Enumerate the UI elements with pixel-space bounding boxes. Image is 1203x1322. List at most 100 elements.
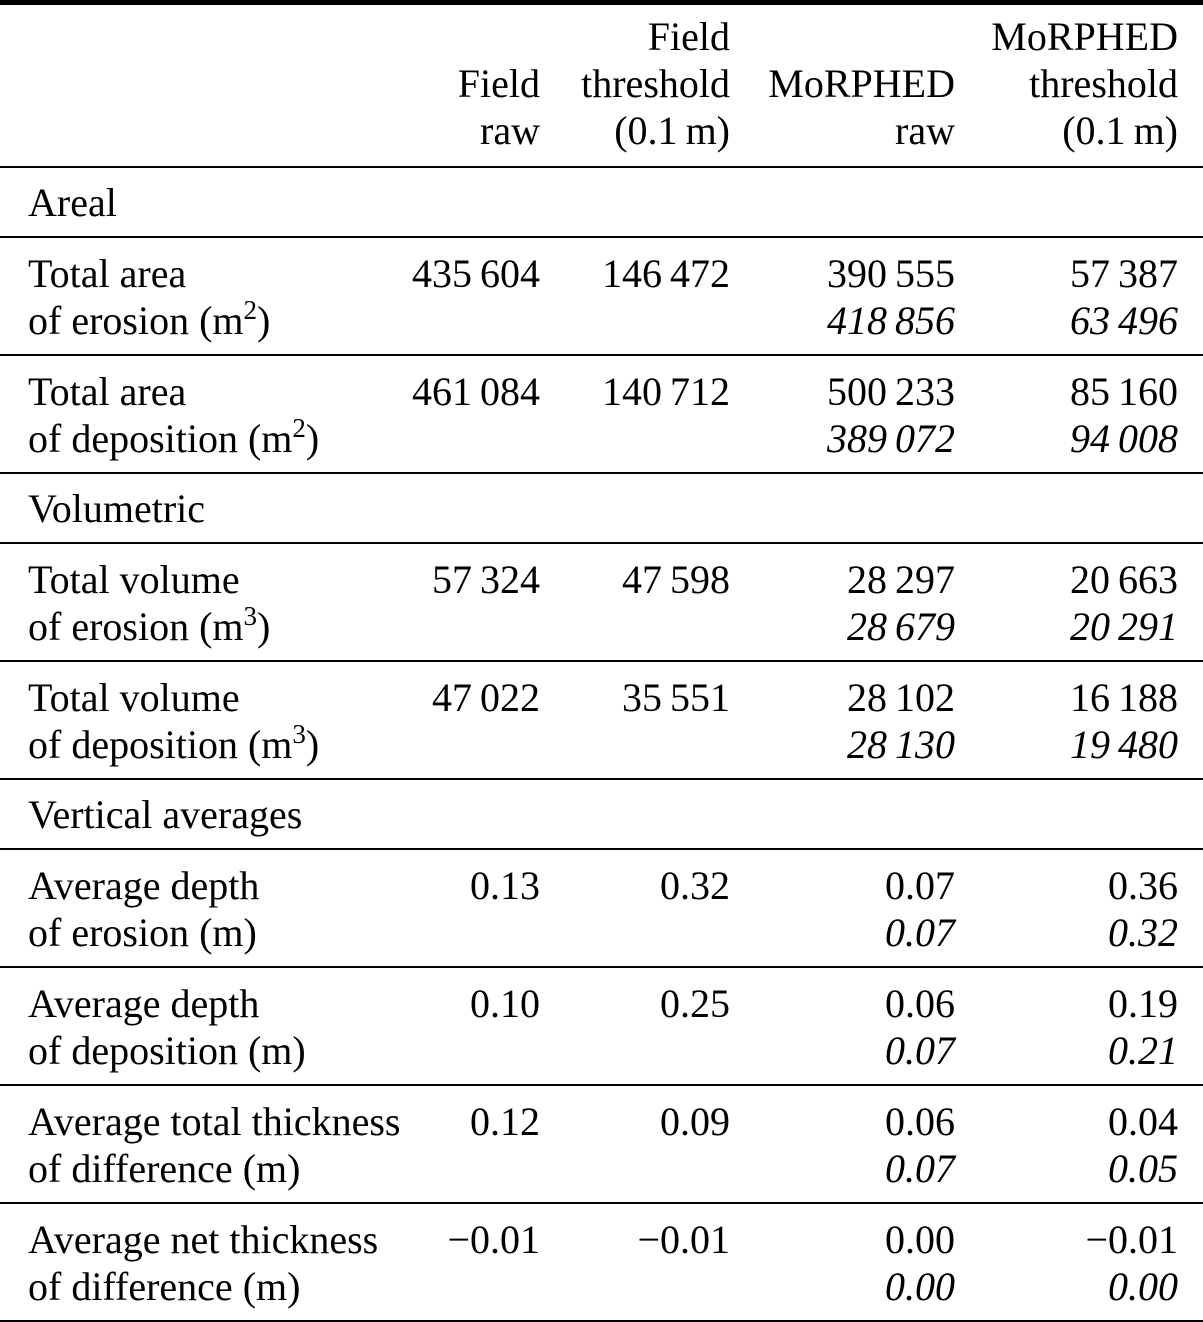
row-label-line2: of erosion (m)	[28, 910, 257, 955]
cell-morphed-threshold: 57 387 63 496	[955, 237, 1203, 356]
cell-morphed-raw: 500 233 389 072	[730, 355, 955, 474]
header-line: raw	[480, 108, 540, 153]
section-title: Areal	[0, 167, 1203, 238]
header-morphed-threshold: MoRPHED threshold (0.1 m)	[955, 2, 1203, 168]
row-label-line1: Total area	[28, 251, 187, 296]
row-average-depth-deposition: Average depth of deposition (m) 0.10 0.2…	[0, 967, 1203, 1086]
cell-alt-value: 418 856	[826, 298, 955, 343]
cell-morphed-raw: 28 297 28 679	[730, 543, 955, 662]
row-average-net-thickness: Average net thickness of difference (m) …	[0, 1203, 1203, 1322]
row-label: Average depth of erosion (m)	[0, 849, 400, 968]
header-line: threshold	[1029, 61, 1178, 106]
row-label-line2: of difference (m)	[28, 1264, 301, 1309]
cell-morphed-threshold: 85 160 94 008	[955, 355, 1203, 474]
header-line: raw	[895, 108, 955, 153]
cell-field-raw: 0.10	[400, 967, 540, 1086]
header-empty-cell	[0, 2, 400, 168]
row-label: Average depth of deposition (m)	[0, 967, 400, 1086]
cell-field-threshold: 0.32	[540, 849, 730, 968]
cell-morphed-threshold: −0.01 0.00	[955, 1203, 1203, 1322]
cell-morphed-threshold: 0.04 0.05	[955, 1085, 1203, 1204]
cell-morphed-threshold: 0.36 0.32	[955, 849, 1203, 968]
cell-alt-value: 0.32	[1108, 910, 1178, 955]
header-line: MoRPHED	[768, 61, 955, 106]
cell-alt-value: 0.21	[1108, 1028, 1178, 1073]
row-label-line2: of erosion (m3)	[28, 601, 271, 650]
cell-alt-value: 0.05	[1108, 1146, 1178, 1191]
cell-alt-value: 19 480	[1069, 722, 1178, 767]
row-label-line2: of deposition (m3)	[28, 719, 320, 768]
row-label-line1: Total area	[28, 369, 187, 414]
cell-alt-value: 0.07	[885, 1028, 955, 1073]
header-line: Field	[647, 14, 730, 59]
cell-alt-value: 20 291	[1069, 604, 1178, 649]
row-label-line1: Total volume	[28, 557, 240, 602]
header-line: (0.1 m)	[614, 108, 730, 153]
cell-alt-value: 28 679	[846, 604, 955, 649]
cell-alt-value: 94 008	[1069, 416, 1178, 461]
row-label-line2: of difference (m)	[28, 1146, 301, 1191]
row-label-line1: Average net thickness	[28, 1217, 379, 1262]
row-label-line1: Total volume	[28, 675, 240, 720]
cell-alt-value: 63 496	[1069, 298, 1178, 343]
cell-field-raw: 0.13	[400, 849, 540, 968]
header-field-threshold: Field threshold (0.1 m)	[540, 2, 730, 168]
row-label-line1: Average depth	[28, 863, 260, 908]
header-line: (0.1 m)	[1062, 108, 1178, 153]
cell-morphed-raw: 0.06 0.07	[730, 1085, 955, 1204]
row-total-volume-erosion: Total volume of erosion (m3) 57 324 47 5…	[0, 543, 1203, 662]
row-label: Total volume of deposition (m3)	[0, 661, 400, 780]
cell-morphed-raw: 0.06 0.07	[730, 967, 955, 1086]
cell-alt-value: 28 130	[846, 722, 955, 767]
cell-alt-value: 389 072	[826, 416, 955, 461]
cell-field-threshold: 35 551	[540, 661, 730, 780]
cell-morphed-raw: 28 102 28 130	[730, 661, 955, 780]
row-label-line2: of deposition (m2)	[28, 413, 320, 462]
cell-field-raw: 0.12	[400, 1085, 540, 1204]
cell-field-raw: 435 604	[400, 237, 540, 356]
row-label-line1: Average depth	[28, 981, 260, 1026]
row-total-area-erosion: Total area of erosion (m2) 435 604 146 4…	[0, 237, 1203, 356]
cell-field-threshold: 140 712	[540, 355, 730, 474]
cell-morphed-raw: 390 555 418 856	[730, 237, 955, 356]
cell-field-threshold: −0.01	[540, 1203, 730, 1322]
header-line: Field	[457, 61, 540, 106]
section-title: Volumetric	[0, 473, 1203, 544]
header-line: MoRPHED	[991, 14, 1178, 59]
cell-field-threshold: 0.09	[540, 1085, 730, 1204]
cell-field-threshold: 0.25	[540, 967, 730, 1086]
header-row: Field raw Field threshold (0.1 m) MoRPHE…	[0, 2, 1203, 168]
row-label-line2: of deposition (m)	[28, 1028, 306, 1073]
section-header-areal: Areal	[0, 167, 1203, 238]
unit-exponent: 3	[243, 601, 258, 631]
cell-alt-value: 0.00	[885, 1264, 955, 1309]
row-label: Average net thickness of difference (m)	[0, 1203, 400, 1322]
cell-morphed-threshold: 16 188 19 480	[955, 661, 1203, 780]
cell-alt-value: 0.00	[1108, 1264, 1178, 1309]
row-label-line2: of erosion (m2)	[28, 295, 271, 344]
row-label: Average total thickness of difference (m…	[0, 1085, 401, 1204]
row-label: Total area of erosion (m2)	[0, 237, 400, 356]
cell-field-threshold: 146 472	[540, 237, 730, 356]
cell-field-raw: −0.01	[400, 1203, 540, 1322]
section-header-volumetric: Volumetric	[0, 473, 1203, 544]
cell-field-raw: 57 324	[400, 543, 540, 662]
cell-morphed-threshold: 0.19 0.21	[955, 967, 1203, 1086]
cell-morphed-raw: 0.00 0.00	[730, 1203, 955, 1322]
cell-field-raw: 461 084	[400, 355, 540, 474]
row-average-total-thickness: Average total thickness of difference (m…	[0, 1085, 1203, 1204]
header-field-raw: Field raw	[400, 2, 540, 168]
row-average-depth-erosion: Average depth of erosion (m) 0.13 0.32 0…	[0, 849, 1203, 968]
cell-alt-value: 0.07	[885, 1146, 955, 1191]
row-label-line1: Average total thickness	[28, 1099, 401, 1144]
cell-alt-value: 0.07	[885, 910, 955, 955]
section-header-vertical-averages: Vertical averages	[0, 779, 1203, 850]
cell-field-threshold: 47 598	[540, 543, 730, 662]
unit-exponent: 2	[292, 413, 306, 443]
cell-morphed-raw: 0.07 0.07	[730, 849, 955, 968]
row-total-area-deposition: Total area of deposition (m2) 461 084 14…	[0, 355, 1203, 474]
row-total-volume-deposition: Total volume of deposition (m3) 47 022 3…	[0, 661, 1203, 780]
header-morphed-raw: MoRPHED raw	[730, 2, 955, 168]
cell-morphed-threshold: 20 663 20 291	[955, 543, 1203, 662]
